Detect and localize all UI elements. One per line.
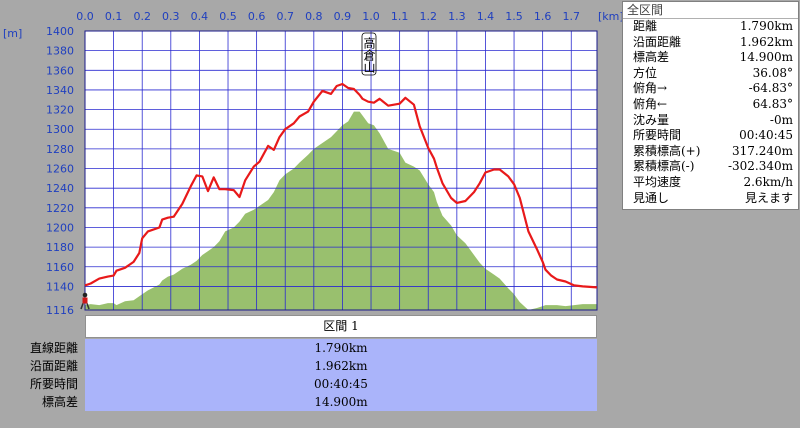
summary-row: 方位 36.08° xyxy=(623,66,798,82)
summary-row-label: 俯角→ xyxy=(633,81,668,96)
x-tick-label: 1.0 xyxy=(362,10,380,23)
summary-row: 所要時間 00:40:45 xyxy=(623,128,798,144)
summary-row-label: 平均速度 xyxy=(633,174,682,189)
x-axis-unit: [km] xyxy=(598,10,624,23)
summary-title: 全区間 xyxy=(623,2,798,19)
y-tick-label: 1400 xyxy=(46,25,74,38)
summary-row: 標高差 14.900m xyxy=(623,50,798,66)
segment-row-label: 直線距離 xyxy=(29,341,78,355)
y-tick-label: 1200 xyxy=(46,221,74,234)
terrain-area xyxy=(85,111,597,310)
summary-row: 沈み量 -0m xyxy=(623,113,798,129)
x-tick-label: 1.1 xyxy=(391,10,409,23)
segment-row-label: 所要時間 xyxy=(29,377,78,391)
summary-row: 見通し 見えます xyxy=(623,191,798,207)
peak-label-box xyxy=(361,32,377,76)
x-tick-label: 0.2 xyxy=(133,10,151,23)
summary-row-value: 14.900m xyxy=(739,50,793,65)
summary-row-label: 方位 xyxy=(633,65,658,80)
segment-row-value: 14.900m xyxy=(85,393,597,411)
summary-row-value: 36.08° xyxy=(752,65,793,80)
segment-row-label: 沿面距離 xyxy=(29,359,78,373)
summary-row-label: 沿面距離 xyxy=(633,34,682,49)
x-tick-label: 0.9 xyxy=(334,10,352,23)
segment-row-value: 00:40:45 xyxy=(85,375,597,393)
segment-header: 区間 1 xyxy=(85,315,597,338)
y-tick-label: 1340 xyxy=(46,84,74,97)
segment-row: 沿面距離 1.962km xyxy=(0,357,800,375)
summary-row-value: -64.83° xyxy=(748,81,793,96)
y-tick-label: 1240 xyxy=(46,182,74,195)
y-axis-unit: [m] xyxy=(3,27,22,40)
segment-row: 所要時間 00:40:45 xyxy=(0,375,800,393)
segment-row: 標高差 14.900m xyxy=(0,393,800,411)
summary-row: 累積標高(+) 317.240m xyxy=(623,144,798,160)
summary-row-label: 所要時間 xyxy=(633,128,682,143)
x-tick-label: 1.2 xyxy=(419,10,437,23)
summary-row-label: 累積標高(-) xyxy=(633,159,695,174)
peak-label: 高倉山 xyxy=(362,36,376,73)
summary-row: 累積標高(-) -302.340m xyxy=(623,159,798,175)
summary-row-value: 1.962km xyxy=(739,34,793,49)
summary-row-label: 累積標高(+) xyxy=(633,143,701,158)
y-tick-label: 1220 xyxy=(46,202,74,215)
summary-row-label: 沈み量 xyxy=(633,112,670,127)
x-tick-label: 1.4 xyxy=(477,10,495,23)
summary-row-label: 標高差 xyxy=(633,50,670,65)
segment-row-value: 1.790km xyxy=(85,339,597,357)
x-tick-label: 1.6 xyxy=(534,10,552,23)
y-tick-label: 1160 xyxy=(46,261,74,274)
plot-frame xyxy=(84,30,598,311)
y-tick-label: 1320 xyxy=(46,104,74,117)
y-tick-label: 1300 xyxy=(46,123,74,136)
summary-row-value: 2.6km/h xyxy=(743,174,793,189)
summary-row-value: 00:40:45 xyxy=(739,128,793,143)
x-tick-label: 0.6 xyxy=(248,10,266,23)
segment-row-value: 1.962km xyxy=(85,357,597,375)
summary-row-label: 俯角← xyxy=(633,96,668,111)
summary-row-label: 距離 xyxy=(633,19,658,33)
route-profile-line xyxy=(84,82,598,289)
y-axis-labels: 1400 1380 1360 1340 1320 1300 1280 1260 1240 1220… xyxy=(46,25,74,317)
summary-row: 平均速度 2.6km/h xyxy=(623,175,798,191)
summary-row-value: 1.790km xyxy=(739,19,793,33)
summary-row: 俯角← 64.83° xyxy=(623,97,798,113)
y-tick-label: 1280 xyxy=(46,143,74,156)
summary-row-label: 見通し xyxy=(633,190,670,205)
x-tick-label: 0.3 xyxy=(162,10,180,23)
x-tick-label: 0.0 xyxy=(76,10,94,23)
segment-row: 直線距離 1.790km xyxy=(0,339,800,357)
x-axis-labels: 0.0 0.1 0.2 0.3 0.4 0.5 0.6 0.7 0.8 0.9 1.0 1.1 1.2 1… xyxy=(76,10,580,23)
y-tick-label: 1260 xyxy=(46,163,74,176)
summary-rows: 距離 1.790km 沿面距離 1.962km 標高差 14.900m 方位 36.08° 俯角… xyxy=(623,19,798,206)
summary-panel: 全区間 距離 1.790km 沿面距離 1.962km 標高差 14.900m 方位 36.0… xyxy=(622,1,799,210)
x-tick-label: 0.5 xyxy=(219,10,237,23)
summary-row: 沿面距離 1.962km xyxy=(623,35,798,51)
walker-icon xyxy=(80,292,90,310)
summary-row-value: 見えます xyxy=(744,190,793,205)
x-tick-label: 0.4 xyxy=(191,10,209,23)
x-tick-label: 0.7 xyxy=(276,10,294,23)
summary-row-value: 317.240m xyxy=(731,143,793,158)
y-tick-label: 1360 xyxy=(46,64,74,77)
y-tick-label: 1116 xyxy=(46,304,74,317)
segment-table: 直線距離 1.790km 沿面距離 1.962km 所要時間 00:40:45 標高差 14.… xyxy=(0,339,800,411)
y-tick-label: 1180 xyxy=(46,241,74,254)
summary-row: 俯角→ -64.83° xyxy=(623,81,798,97)
segment-row-label: 標高差 xyxy=(41,395,78,409)
summary-row-value: 64.83° xyxy=(752,96,793,111)
x-tick-label: 0.8 xyxy=(305,10,323,23)
x-tick-label: 1.5 xyxy=(505,10,523,23)
x-tick-label: 0.1 xyxy=(105,10,123,23)
y-tick-label: 1140 xyxy=(46,280,74,293)
summary-row-value: -0m xyxy=(769,112,793,127)
x-tick-label: 1.7 xyxy=(563,10,581,23)
x-tick-label: 1.3 xyxy=(448,10,466,23)
y-tick-label: 1380 xyxy=(46,45,74,58)
summary-row-value: -302.340m xyxy=(727,159,793,174)
summary-row: 距離 1.790km xyxy=(623,19,798,35)
